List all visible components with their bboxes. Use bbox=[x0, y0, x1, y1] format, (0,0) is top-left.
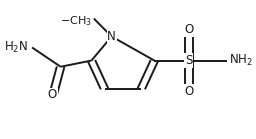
Text: O: O bbox=[184, 23, 194, 36]
Text: NH$_2$: NH$_2$ bbox=[229, 53, 253, 68]
Text: O: O bbox=[184, 85, 194, 98]
Text: $-$CH$_3$: $-$CH$_3$ bbox=[60, 14, 91, 28]
Text: H$_2$N: H$_2$N bbox=[4, 40, 29, 55]
Text: S: S bbox=[185, 54, 193, 67]
Text: N: N bbox=[107, 30, 116, 43]
Text: O: O bbox=[48, 88, 57, 101]
